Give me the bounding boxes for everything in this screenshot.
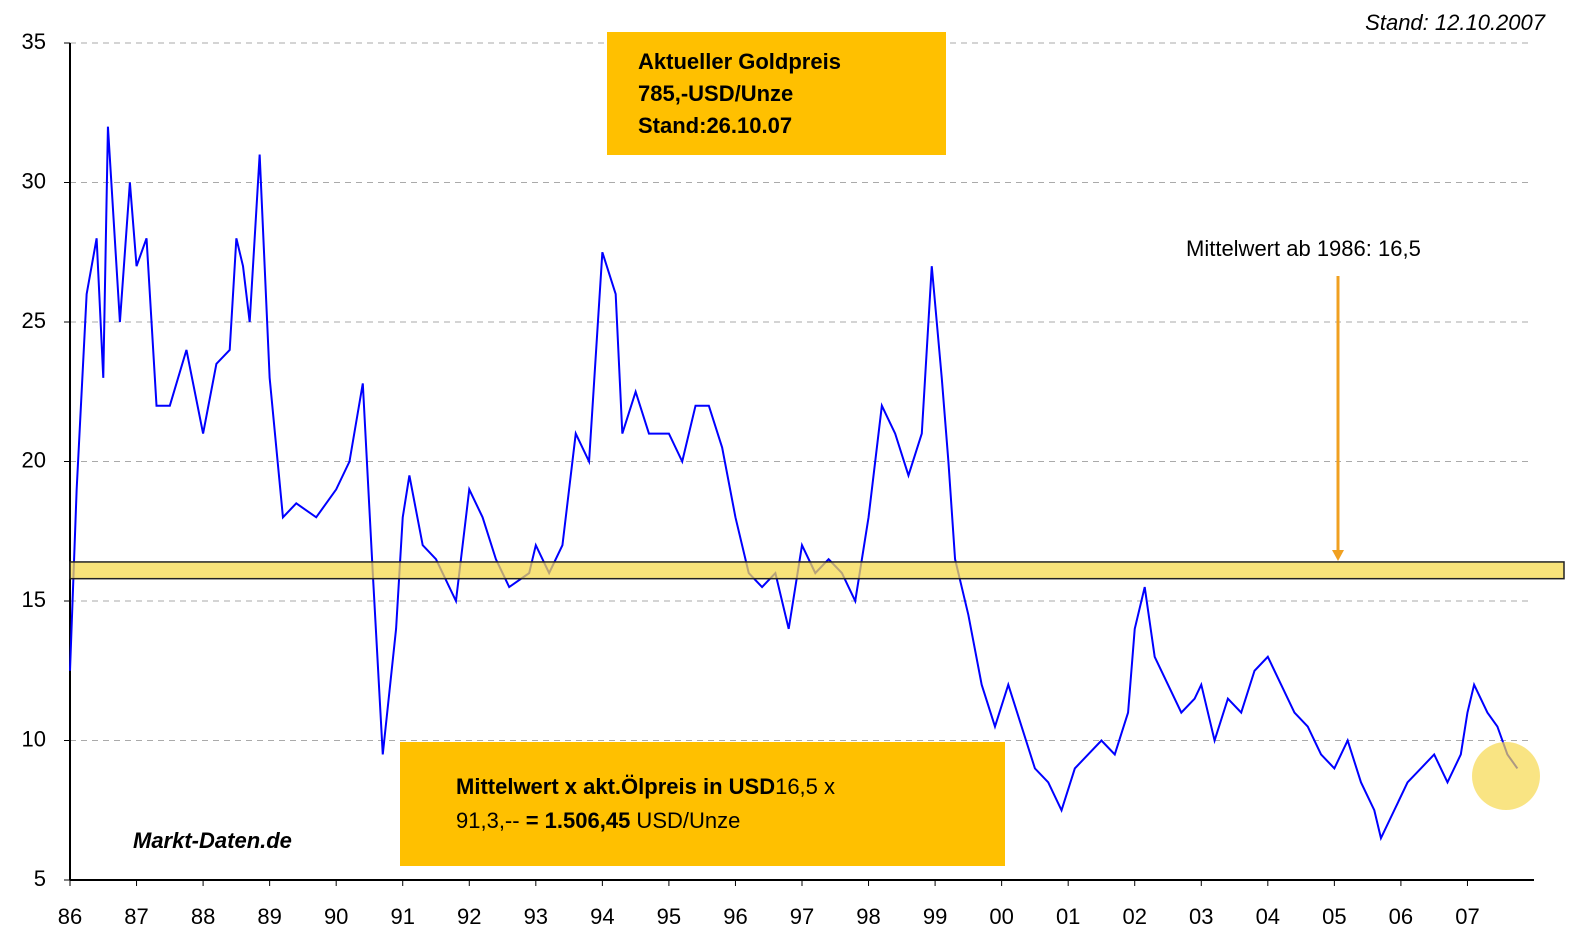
date-note: Stand: 12.10.2007 (1365, 10, 1546, 35)
x-tick-label: 02 (1122, 904, 1146, 929)
calc-part: = 1.506,45 (526, 808, 631, 833)
source: Markt-Daten.de (133, 828, 292, 853)
gold-box-line: Aktueller Goldpreis (638, 49, 841, 74)
y-tick-label: 30 (22, 168, 46, 193)
x-tick-label: 99 (923, 904, 947, 929)
calc-box (400, 742, 1005, 866)
x-tick-label: 04 (1256, 904, 1280, 929)
mean-arrow-head (1332, 550, 1344, 561)
calc-line: Mittelwert x akt.Ölpreis in USD16,5 x (456, 774, 835, 799)
y-tick-label: 5 (34, 866, 46, 891)
mean-label: Mittelwert ab 1986: 16,5 (1186, 236, 1421, 261)
price-line (69, 126, 1519, 842)
x-tick-label: 93 (524, 904, 548, 929)
calc-part: Mittelwert x akt.Ölpreis in USD (456, 774, 775, 799)
x-tick-label: 05 (1322, 904, 1346, 929)
x-tick-label: 97 (790, 904, 814, 929)
x-tick-label: 92 (457, 904, 481, 929)
x-tick-label: 90 (324, 904, 348, 929)
x-tick-label: 96 (723, 904, 747, 929)
x-tick-label: 95 (657, 904, 681, 929)
y-tick-label: 25 (22, 308, 46, 333)
calc-part: USD/Unze (630, 808, 740, 833)
x-tick-label: 89 (257, 904, 281, 929)
x-tick-label: 01 (1056, 904, 1080, 929)
y-tick-label: 10 (22, 726, 46, 751)
x-tick-label: 86 (58, 904, 82, 929)
x-tick-label: 00 (989, 904, 1013, 929)
highlight (1472, 742, 1540, 810)
gold-box-line: 785,-USD/Unze (638, 81, 793, 106)
x-tick-label: 87 (124, 904, 148, 929)
calc-part: 16,5 x (775, 774, 835, 799)
y-tick-label: 35 (22, 29, 46, 54)
x-tick-label: 07 (1455, 904, 1479, 929)
x-tick-label: 03 (1189, 904, 1213, 929)
x-tick-label: 98 (856, 904, 880, 929)
y-tick-label: 20 (22, 447, 46, 472)
x-tick-label: 06 (1389, 904, 1413, 929)
gold-box-line: Stand:26.10.07 (638, 113, 792, 138)
mean-band (69, 561, 1565, 580)
x-tick-label: 91 (390, 904, 414, 929)
calc-line: 91,3,-- = 1.506,45 USD/Unze (456, 808, 740, 833)
y-tick-label: 15 (22, 587, 46, 612)
calc-part: 91,3,-- (456, 808, 526, 833)
x-tick-label: 88 (191, 904, 215, 929)
x-tick-label: 94 (590, 904, 614, 929)
gold-box (607, 32, 946, 155)
